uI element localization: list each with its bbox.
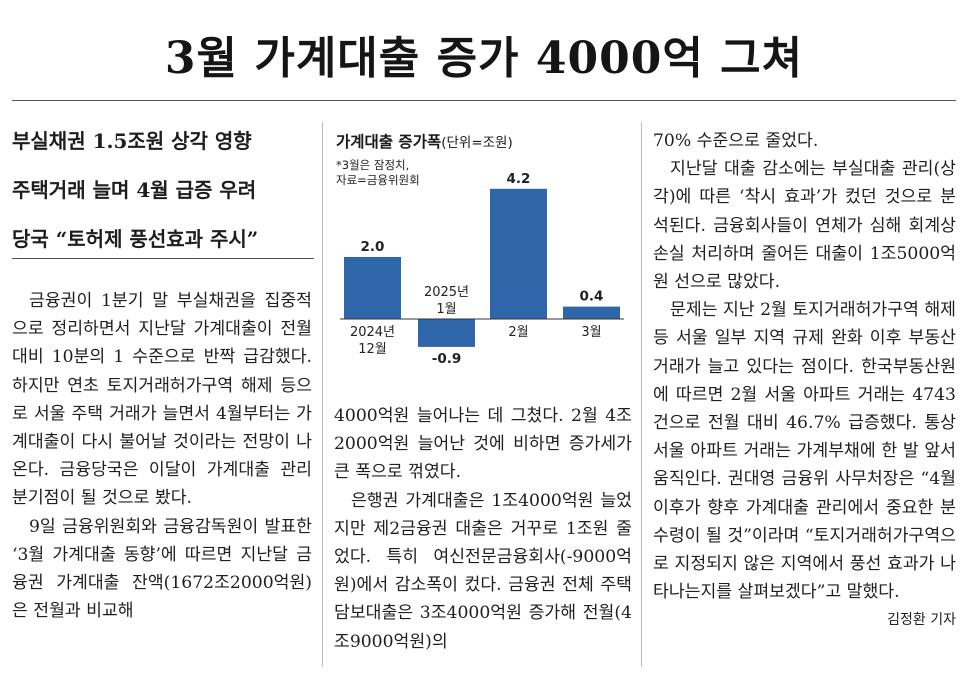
value-label: 0.4 [580,289,604,305]
paragraph: 금융권이 1분기 말 부실채권을 집중적으로 정리하면서 지난달 가계대출이 전… [12,291,312,509]
chart-unit: (단위=조원) [441,135,513,151]
headline: 3월 가계대출 증가 4000억 그쳐 [164,33,804,84]
tick-label: 2024년 [350,325,395,340]
bar [418,319,475,347]
headline-rule [12,100,956,101]
tick-label: 1월 [436,302,456,317]
paragraph: 9일 금융위원회와 금융감독원이 발표한 ‘3월 가계대출 동향’에 따르면 지… [12,516,312,622]
paragraph: 문제는 지난 2월 토지거래허가구역 해제 등 서울 일부 지역 규제 완화 이… [653,296,956,628]
paragraph-text: 문제는 지난 2월 토지거래허가구역 해제 등 서울 일부 지역 규제 완화 이… [653,300,956,603]
subhead: 주택거래 늘며 4월 급증 우려 [12,178,257,202]
chart-note-line: *3월은 잠정치, [336,158,410,172]
bar [344,257,401,319]
subhead-divider [12,258,314,259]
chart-plot: 2.0 2024년 12월 -0.9 2025년 1월 4.2 2월 0.4 3월 [340,171,624,367]
value-label: 2.0 [361,239,385,255]
paragraph: 지난달 대출 감소에는 부실대출 관리(상각)에 따른 ‘착시 효과’가 컸던 … [653,159,956,293]
subheads: 부실채권 1.5조원 상각 영향 주택거래 늘며 4월 급증 우려 당국 “토허… [12,125,314,272]
paragraph: 4000억원 늘어나는 데 그쳤다. 2월 4조2000억원 늘어난 것에 비하… [334,406,632,483]
bar [563,306,620,319]
paragraph: 70% 수준으로 줄었다. [653,131,819,151]
tick-label: 3월 [581,325,601,340]
article-column-2: 4000억원 늘어나는 데 그쳤다. 2월 4조2000억원 늘어난 것에 비하… [334,402,632,656]
chart-title-text: 가계대출 증가폭 [336,133,442,151]
column-divider [641,122,642,667]
chart-note-line: 자료=금융위원회 [336,173,420,187]
tick-label: 12월 [358,342,387,357]
article-column-3: 70% 수준으로 줄었다. 지난달 대출 감소에는 부실대출 관리(상각)에 따… [653,127,956,635]
article-column-1: 금융권이 1분기 말 부실채권을 집중적으로 정리하면서 지난달 가계대출이 전… [12,287,312,625]
bar [490,188,547,319]
tick-label: 2025년 [424,285,469,300]
bar-chart: 가계대출 증가폭(단위=조원) *3월은 잠정치, 자료=금융위원회 2.0 20… [334,130,632,375]
chart-note: *3월은 잠정치, 자료=금융위원회 [336,158,420,188]
tick-label: 2월 [508,325,528,340]
byline: 김정환 기자 [887,612,956,629]
subhead: 당국 “토허제 풍선효과 주시” [12,227,259,251]
column-divider [322,122,323,667]
value-label: 4.2 [507,171,531,187]
chart-title: 가계대출 증가폭(단위=조원) [336,130,513,152]
paragraph: 은행권 가계대출은 1조4000억원 늘었지만 제2금융권 대출은 거꾸로 1조… [334,490,632,652]
value-label: -0.9 [432,351,462,367]
subhead: 부실채권 1.5조원 상각 영향 [12,129,252,153]
